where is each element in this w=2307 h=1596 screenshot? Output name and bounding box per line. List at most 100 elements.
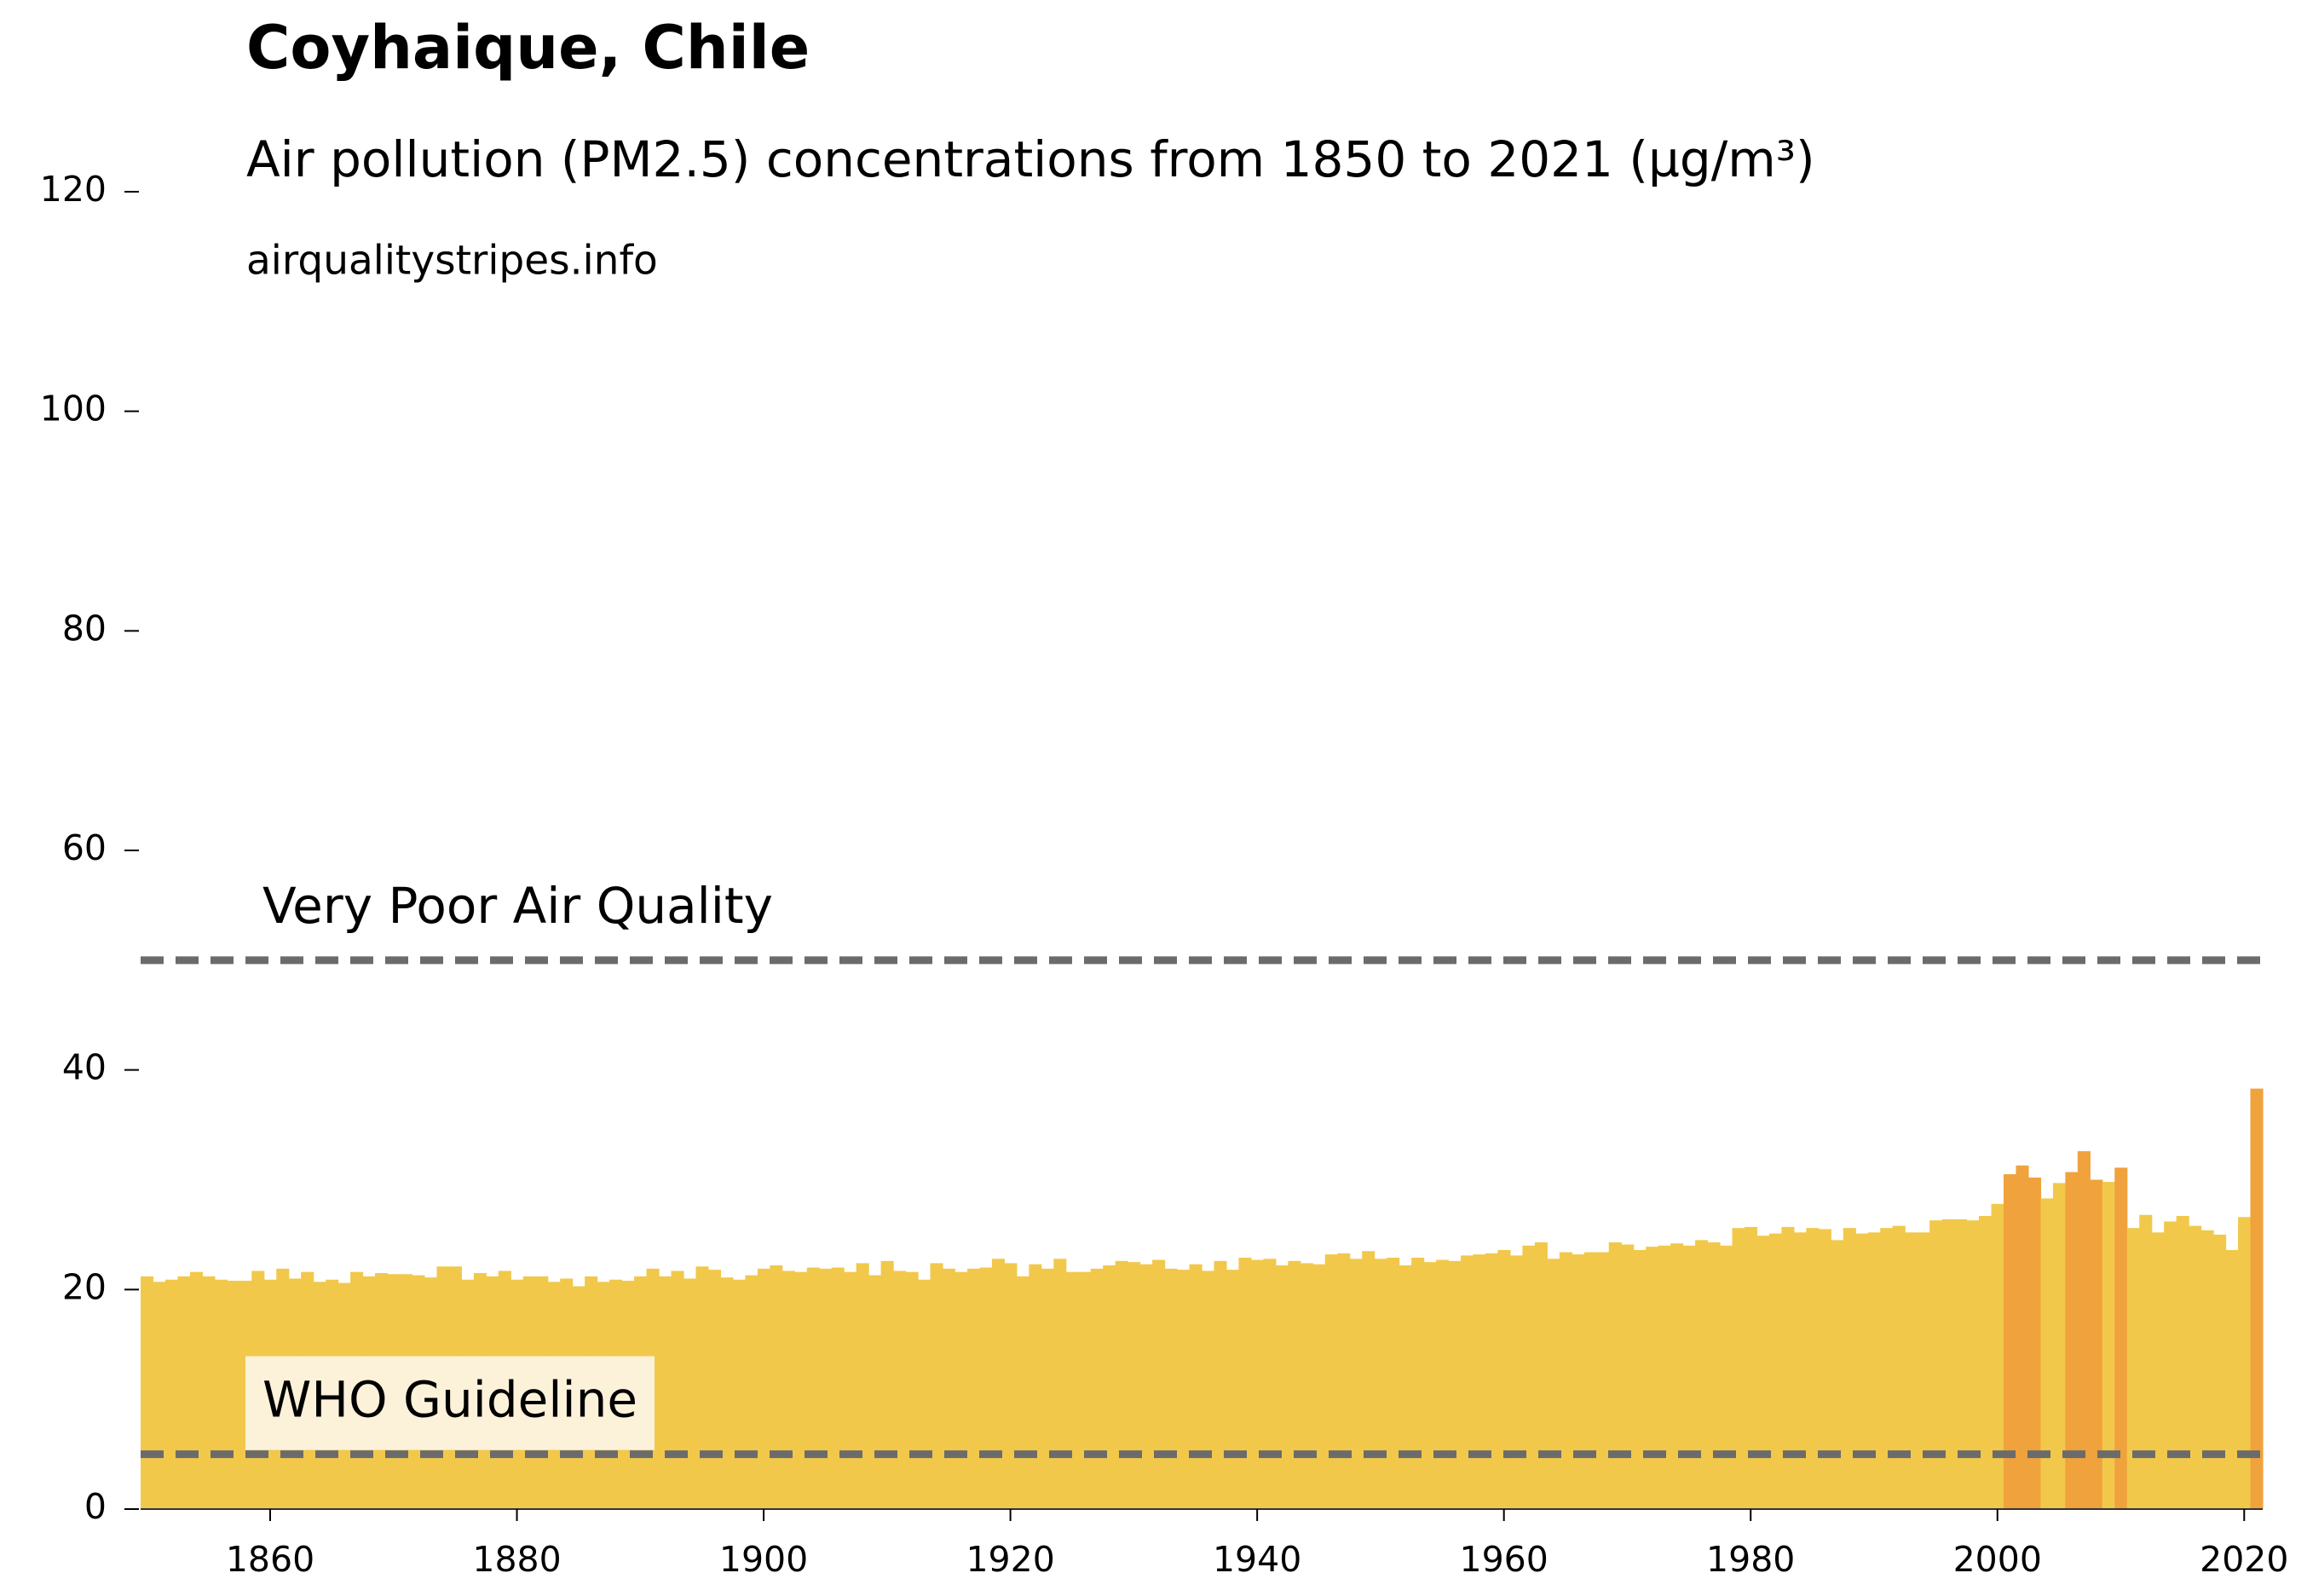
bar [1867,1232,1881,1509]
bar [1929,1220,1943,1509]
bar [819,1268,833,1509]
bar [671,1270,684,1509]
bar [1387,1257,1400,1509]
bar [1621,1244,1635,1509]
bar [1128,1262,1141,1509]
bar [893,1270,907,1509]
bar [1374,1259,1387,1509]
bar [1288,1260,1301,1509]
bar [991,1259,1005,1509]
x-tick-label: 1940 [1213,1539,1301,1580]
bar [1756,1236,1770,1509]
bar [1682,1245,1696,1509]
bar [757,1268,770,1509]
bar [1572,1254,1585,1509]
bar [1411,1257,1425,1509]
bar [1065,1271,1079,1509]
bar [2126,1228,2140,1509]
bar [1436,1259,1450,1509]
bar [1226,1270,1240,1509]
bar [1497,1249,1511,1509]
bar [202,1276,216,1509]
bar [868,1275,882,1509]
bar [1461,1255,1474,1509]
reference-label: Very Poor Air Quality [262,877,773,935]
bar [2077,1151,2091,1509]
bar [2016,1165,2029,1509]
bar [794,1271,808,1509]
bar [1177,1270,1191,1509]
bar [1275,1265,1289,1509]
bar [1818,1229,1831,1509]
bar [1583,1252,1597,1509]
bar [1152,1259,1166,1509]
bar [1139,1264,1153,1509]
bar [930,1263,943,1509]
bar [720,1277,734,1509]
x-tick-label: 1900 [719,1539,808,1580]
bar [1695,1240,1709,1509]
bar [2238,1217,2252,1509]
bar [1547,1259,1560,1509]
bar [942,1268,956,1509]
bar [1164,1268,1178,1509]
bar [966,1268,981,1509]
bar [1633,1249,1647,1509]
bar [1041,1268,1054,1509]
x-tick-label: 1920 [966,1539,1054,1580]
bar [1670,1243,1684,1509]
bar [164,1279,179,1509]
x-tick-label: 1880 [472,1539,561,1580]
bar [1917,1232,1930,1509]
bar [1337,1253,1351,1509]
bar [214,1279,228,1509]
chart-source: airqualitystripes.info [246,238,658,285]
bar [177,1276,191,1509]
bar [1781,1226,1795,1509]
reference-label: WHO Guideline [262,1371,637,1429]
bar [707,1270,722,1509]
bar [1658,1245,1671,1509]
bar [2090,1179,2103,1509]
bar [2139,1214,2153,1509]
bar [1534,1242,1548,1509]
bar [2189,1225,2202,1509]
bar [2176,1216,2189,1509]
bar [806,1267,820,1509]
bar [1954,1219,1968,1509]
y-tick-label: 80 [62,608,107,648]
bar [1053,1259,1067,1509]
bar [1399,1265,1412,1509]
bar [1793,1232,1807,1509]
bar [153,1282,166,1509]
bar [1485,1253,1499,1509]
bar [1202,1270,1215,1509]
bar [1214,1260,1227,1509]
bar [2164,1221,2177,1509]
bar [1189,1264,1203,1509]
bar [1843,1228,1856,1509]
bar [2225,1249,2239,1509]
y-tick-label: 40 [62,1047,107,1088]
bar [1300,1263,1313,1509]
bar [905,1271,919,1509]
bar [1029,1264,1042,1509]
x-tick-label: 1860 [226,1539,314,1580]
bar [732,1279,746,1509]
bar [1646,1247,1659,1509]
bar [683,1278,697,1509]
bar [831,1267,845,1509]
bar [856,1263,869,1509]
bar [1596,1252,1610,1509]
bar [2200,1230,2214,1509]
y-tick-label: 100 [40,389,107,429]
x-tick-label: 2000 [1953,1539,2042,1580]
bar [1880,1228,1894,1509]
bar [1905,1232,1918,1509]
bar [955,1271,968,1509]
bar [1250,1259,1264,1509]
bar [1979,1216,1993,1509]
bar [227,1281,240,1509]
y-tick-label: 20 [62,1266,107,1307]
